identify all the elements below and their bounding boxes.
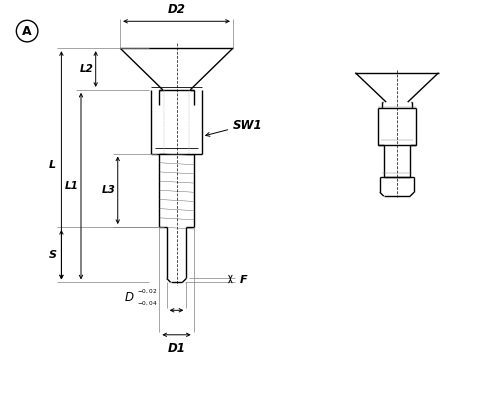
Text: S: S <box>48 250 56 260</box>
Text: SW1: SW1 <box>233 119 262 132</box>
Text: $D$: $D$ <box>124 291 135 304</box>
Text: A: A <box>22 25 32 38</box>
Text: D2: D2 <box>168 3 186 16</box>
Text: $^{-0,02}$: $^{-0,02}$ <box>138 290 158 299</box>
Text: L1: L1 <box>65 181 79 191</box>
Text: D1: D1 <box>168 342 186 355</box>
Text: L2: L2 <box>80 64 94 74</box>
Text: L: L <box>49 160 56 170</box>
Text: $_{-0,04}$: $_{-0,04}$ <box>138 299 158 309</box>
Text: F: F <box>240 275 248 285</box>
Text: L3: L3 <box>102 185 116 195</box>
